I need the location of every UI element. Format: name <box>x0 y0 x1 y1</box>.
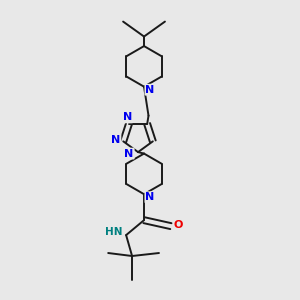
Text: N: N <box>146 85 154 95</box>
Text: N: N <box>123 112 132 122</box>
Text: N: N <box>111 135 120 145</box>
Text: N: N <box>124 148 134 159</box>
Text: HN: HN <box>105 227 123 237</box>
Text: N: N <box>146 192 154 202</box>
Text: O: O <box>174 220 183 230</box>
